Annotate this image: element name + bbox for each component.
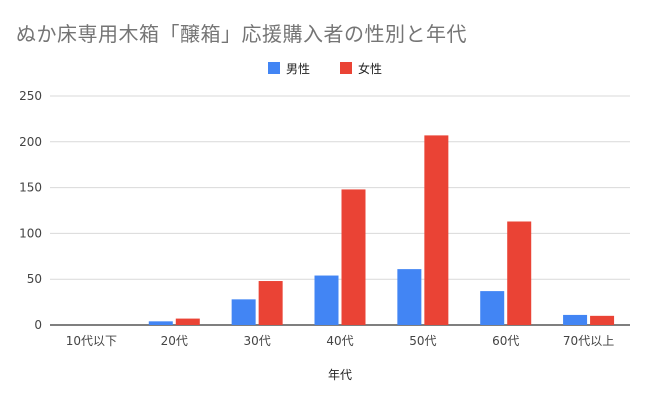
x-tick-label: 10代以下 [66, 334, 117, 348]
x-tick-label: 70代以上 [563, 334, 614, 348]
bar-male-6 [563, 314, 588, 325]
legend-label-male: 男性 [286, 62, 310, 76]
x-tick-label: 50代 [409, 334, 436, 348]
bar-female-6 [590, 315, 615, 325]
legend-swatch-male [268, 62, 280, 74]
bar-male-5 [480, 291, 505, 325]
bar-female-3 [341, 189, 366, 325]
bar-female-5 [507, 221, 532, 325]
bar-female-4 [424, 135, 449, 325]
legend-label-female: 女性 [358, 61, 382, 76]
y-tick-label: 150 [19, 181, 42, 195]
bars [148, 135, 615, 325]
y-tick-label: 250 [19, 89, 42, 103]
y-tick-label: 0 [34, 318, 42, 332]
bar-male-1 [148, 321, 173, 325]
y-tick-label: 50 [27, 272, 42, 286]
chart-title: ぬか床専用木箱「醸箱」応援購入者の性別と年代 [16, 22, 467, 46]
y-tick-label: 100 [19, 226, 42, 240]
y-tick-labels: 0 50 100 150 200 250 [19, 89, 42, 332]
y-tick-label: 200 [19, 135, 42, 149]
bar-female-1 [175, 318, 200, 325]
bar-male-2 [231, 299, 256, 325]
bar-male-3 [314, 275, 339, 325]
legend-swatch-female [340, 62, 352, 74]
bar-female-2 [258, 281, 283, 325]
x-axis-label: 年代 [328, 368, 352, 382]
x-tick-label: 20代 [161, 334, 188, 348]
x-tick-label: 40代 [326, 334, 353, 348]
x-tick-label: 60代 [492, 334, 519, 348]
legend: 男性 女性 [268, 61, 382, 76]
x-tick-label: 30代 [244, 334, 271, 348]
grid-lines [50, 95, 630, 326]
bar-male-4 [397, 269, 422, 325]
x-tick-labels: 10代以下 20代 30代 40代 50代 60代 70代以上 [66, 334, 614, 348]
